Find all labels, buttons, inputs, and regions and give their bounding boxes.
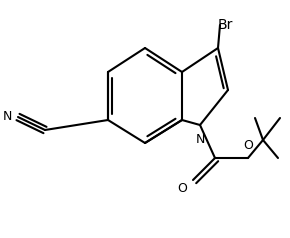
Text: N: N bbox=[3, 110, 12, 124]
Text: O: O bbox=[243, 139, 253, 152]
Text: O: O bbox=[177, 182, 187, 195]
Text: Br: Br bbox=[217, 18, 233, 32]
Text: N: N bbox=[195, 133, 205, 146]
